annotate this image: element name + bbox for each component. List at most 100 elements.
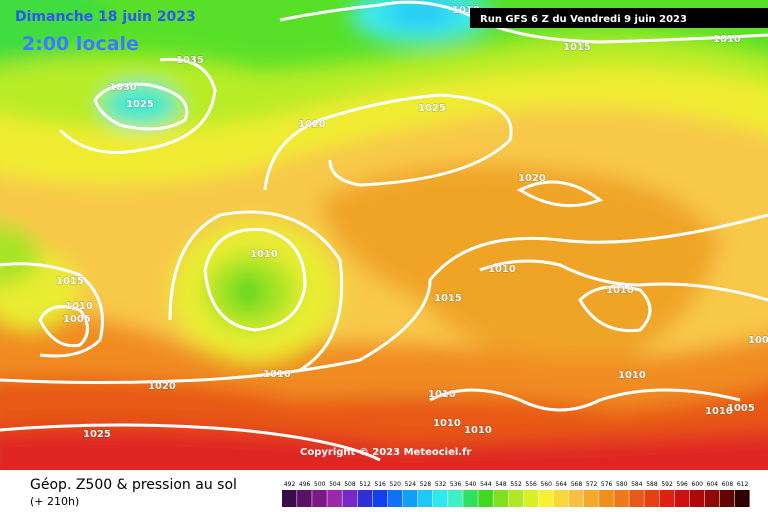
legend-swatch: [478, 490, 493, 507]
isobar-label: 1025: [83, 429, 111, 440]
legend-value: 528: [420, 481, 432, 488]
legend-value: 524: [405, 481, 417, 488]
legend-value: 496: [299, 481, 311, 488]
isobar-label: 1010: [433, 418, 461, 429]
legend-swatch: [417, 490, 433, 507]
color-legend: 492 496 500 504 508 512 516 520 524 528 532 536 540 5…: [282, 481, 750, 507]
legend-swatch: [644, 490, 659, 507]
legend-value: 604: [707, 481, 719, 488]
local-time: 2:00 locale: [22, 33, 139, 55]
legend-value: 508: [344, 481, 356, 488]
isobar-label: 1010: [65, 301, 93, 312]
legend-swatch: [463, 490, 478, 507]
isobar-labels: 1010 1015 1010 1035 1030 1025 1025 1020 1020 1010…: [56, 5, 768, 441]
legend-swatch: [599, 490, 614, 507]
isobar-label: 1005: [727, 403, 755, 414]
isobar-label: 1010: [464, 425, 492, 436]
legend-value: 512: [359, 481, 371, 488]
isobar-label: 1015: [434, 293, 462, 304]
isobar-label: 1010: [618, 370, 646, 381]
legend-value: 612: [737, 481, 749, 488]
isobar-label: 1035: [176, 55, 204, 66]
isobar-label: 1030: [109, 82, 137, 93]
isobar-label: 1005: [63, 314, 91, 325]
geopotential-field: [0, 0, 768, 490]
isobar-label: 1025: [126, 99, 154, 110]
forecast-date: Dimanche 18 juin 2023: [15, 9, 196, 25]
isobar-label: 1010: [250, 249, 278, 260]
legend-swatch: [719, 490, 735, 507]
isobar-label: 1020: [298, 119, 326, 130]
isobar-label: 1020: [518, 173, 546, 184]
legend-swatch: [568, 490, 584, 507]
lead-time: (+ 210h): [30, 495, 79, 508]
legend-swatch: [659, 490, 675, 507]
legend-value: 560: [541, 481, 553, 488]
legend-swatch: [312, 490, 327, 507]
legend-value: 520: [390, 481, 402, 488]
legend-value: 588: [646, 481, 658, 488]
legend-swatch: [614, 490, 629, 507]
legend-value: 584: [631, 481, 643, 488]
legend-value: 576: [601, 481, 613, 488]
legend-swatch: [372, 490, 388, 507]
legend-value: 532: [435, 481, 447, 488]
legend-value: 572: [586, 481, 598, 488]
legend-swatch: [387, 490, 403, 507]
legend-swatch: [674, 490, 690, 507]
legend-swatch: [584, 490, 599, 507]
legend-value: 492: [284, 481, 296, 488]
isobar-label: 1010: [705, 406, 733, 417]
isobar-lines: [0, 0, 768, 462]
legend-swatch: [704, 490, 720, 507]
isobar-label: 1010: [713, 34, 741, 45]
legend-value: 596: [676, 481, 688, 488]
legend-swatch: [448, 490, 463, 507]
footer-title: Géop. Z500 & pression au sol: [30, 477, 237, 493]
legend-value: 592: [661, 481, 673, 488]
run-info: Run GFS 6 Z du Vendredi 9 juin 2023: [480, 14, 687, 25]
legend-swatch: [433, 490, 448, 507]
isobar-label: 1015: [56, 276, 84, 287]
isobar-label: 1025: [418, 103, 446, 114]
isobar-label: 1005: [748, 335, 768, 346]
legend-value: 516: [374, 481, 386, 488]
isobar-label: 1020: [148, 381, 176, 392]
legend-swatch: [297, 490, 312, 507]
legend-swatch: [689, 490, 705, 507]
legend-swatch: [553, 490, 569, 507]
isobar-label: 1010: [488, 264, 516, 275]
legend-value: 580: [616, 481, 628, 488]
legend-value: 608: [722, 481, 734, 488]
copyright: Copyright © 2023 Meteociel.fr: [300, 447, 471, 458]
legend-swatch: [357, 490, 373, 507]
legend-swatch: [342, 490, 357, 507]
legend-value: 544: [480, 481, 492, 488]
legend-swatch: [508, 490, 524, 507]
legend-swatch: [538, 490, 554, 507]
legend-value: 600: [692, 481, 704, 488]
legend-value: 552: [510, 481, 522, 488]
legend-swatch: [282, 490, 297, 507]
legend-swatch: [735, 490, 750, 507]
legend-value: 568: [571, 481, 583, 488]
legend-swatch: [629, 490, 644, 507]
legend-value: 556: [525, 481, 537, 488]
isobar-label: 1015: [563, 42, 591, 53]
legend-value: 564: [556, 481, 568, 488]
legend-swatch: [493, 490, 508, 507]
isobar-label: 1010: [606, 285, 634, 296]
legend-value: 548: [495, 481, 507, 488]
legend-swatch: [523, 490, 539, 507]
isobar-label: 1010: [263, 369, 291, 380]
legend-swatch: [402, 490, 418, 507]
run-banner: [470, 8, 768, 28]
legend-value: 536: [450, 481, 462, 488]
legend-value: 504: [329, 481, 341, 488]
legend-swatch: [327, 490, 342, 507]
legend-value: 540: [465, 481, 477, 488]
legend-value: 500: [314, 481, 326, 488]
isobar-label: 1010: [428, 389, 456, 400]
